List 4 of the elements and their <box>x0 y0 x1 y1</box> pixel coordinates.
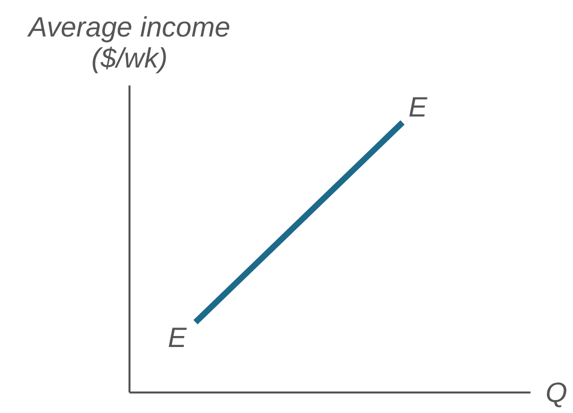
x-axis-title: Q <box>545 376 568 408</box>
y-axis-title: Average income ($/wk) <box>26 11 230 74</box>
annotation: E <box>408 91 428 122</box>
annotation: E <box>168 322 187 354</box>
